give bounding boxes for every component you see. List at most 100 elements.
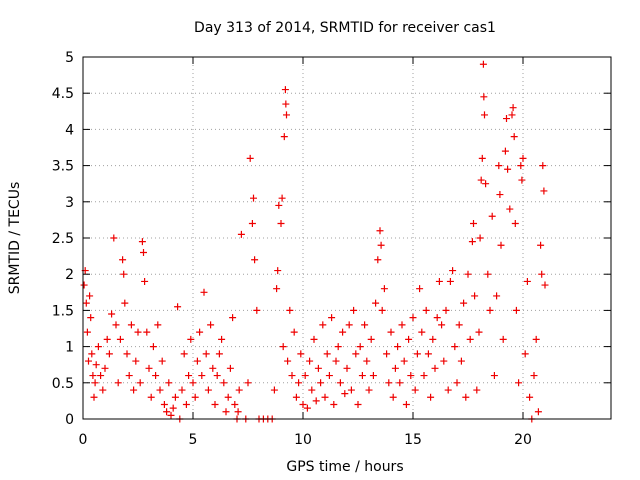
data-point: [470, 220, 477, 228]
data-point: [523, 277, 531, 285]
data-point: [374, 256, 382, 264]
data-point: [347, 386, 355, 394]
data-point: [125, 372, 133, 380]
data-point: [476, 234, 484, 242]
y-tick-label: 4: [65, 122, 74, 138]
data-point: [207, 321, 215, 329]
data-point: [282, 100, 290, 108]
data-point: [451, 343, 459, 351]
data-point: [91, 379, 99, 387]
data-point: [482, 180, 490, 188]
data-point: [277, 220, 285, 228]
data-point: [457, 357, 465, 365]
data-point: [281, 86, 289, 94]
data-point: [185, 372, 193, 380]
data-point: [193, 357, 201, 365]
data-point: [517, 162, 525, 170]
data-point: [387, 328, 395, 336]
data-point: [167, 411, 175, 419]
data-point: [297, 350, 305, 358]
data-point: [317, 379, 325, 387]
data-point: [394, 343, 402, 351]
data-point: [116, 335, 124, 343]
data-point: [438, 321, 446, 329]
data-point: [480, 93, 488, 101]
data-point: [253, 306, 261, 314]
data-point: [301, 372, 309, 380]
data-point: [152, 372, 160, 380]
data-point: [356, 343, 364, 351]
data-point: [433, 314, 441, 322]
data-point: [354, 401, 362, 409]
data-point: [292, 393, 300, 401]
data-point: [132, 357, 140, 365]
data-point: [478, 154, 486, 162]
data-point: [87, 314, 95, 322]
data-point: [174, 303, 182, 311]
data-point: [479, 60, 487, 68]
data-point: [248, 220, 256, 228]
data-point: [532, 335, 540, 343]
data-point: [88, 350, 96, 358]
data-point: [160, 401, 168, 409]
data-point: [481, 111, 488, 119]
y-tick-label: 4.5: [52, 86, 74, 102]
data-point: [510, 133, 518, 141]
data-point: [508, 111, 516, 119]
data-point: [123, 350, 131, 358]
data-point: [477, 176, 485, 184]
data-point: [341, 390, 349, 398]
data-point: [89, 372, 97, 380]
data-point: [224, 393, 232, 401]
data-point: [85, 357, 92, 365]
data-point: [222, 408, 230, 416]
data-point: [515, 379, 523, 387]
data-point: [204, 386, 212, 394]
data-point: [286, 306, 294, 314]
data-point: [343, 364, 351, 372]
data-point: [358, 372, 366, 380]
data-point: [321, 393, 329, 401]
x-tick-label: 15: [404, 432, 422, 448]
data-point: [120, 270, 128, 278]
data-point: [361, 321, 369, 329]
data-point: [506, 205, 514, 213]
data-point: [413, 350, 421, 358]
data-point: [154, 321, 162, 329]
data-point: [534, 408, 542, 416]
data-point: [290, 328, 298, 336]
data-point: [319, 321, 327, 329]
y-tick-label: 2.5: [52, 231, 74, 247]
data-point: [475, 328, 483, 336]
data-point: [149, 343, 157, 351]
data-point: [466, 335, 474, 343]
data-point: [198, 372, 206, 380]
y-tick-label: 0.5: [52, 376, 74, 392]
data-point: [416, 285, 424, 293]
x-tick-label: 0: [79, 432, 88, 448]
data-point: [325, 372, 333, 380]
data-point: [138, 238, 146, 246]
data-point: [288, 372, 296, 380]
data-point: [521, 350, 529, 358]
data-point: [306, 357, 314, 365]
data-point: [182, 401, 190, 409]
data-point: [312, 397, 320, 405]
data-point: [424, 350, 432, 358]
data-point: [274, 267, 282, 275]
data-point: [299, 401, 307, 409]
axis-ticks: 0 0.5 1 1.5 2 2.5 3 3.5 4 4.5 5 0 5 10 15 20: [52, 50, 611, 448]
data-point: [169, 404, 177, 412]
data-point: [376, 227, 384, 235]
data-point: [158, 357, 166, 365]
grid-lines: [83, 57, 611, 419]
data-point: [147, 393, 155, 401]
data-point: [314, 364, 322, 372]
data-point: [369, 372, 377, 380]
data-point: [303, 404, 311, 412]
data-point: [427, 393, 435, 401]
data-point: [537, 241, 545, 249]
data-point: [200, 288, 208, 296]
